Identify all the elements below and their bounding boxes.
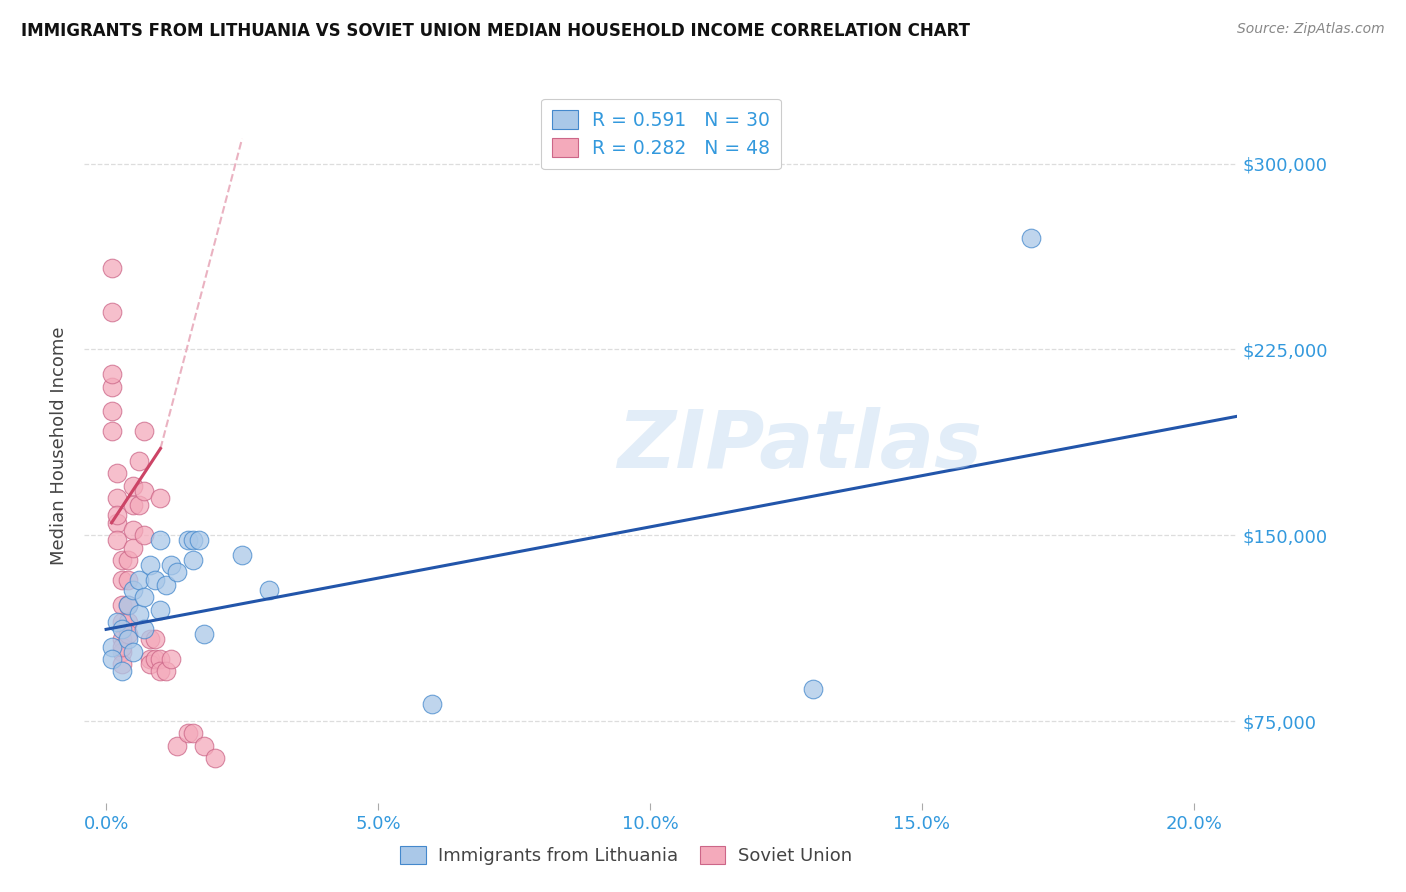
Point: [128, 607, 150, 622]
Text: ZIPatlas: ZIPatlas: [617, 407, 981, 485]
Point: [117, 573, 139, 587]
Point: [100, 367, 122, 381]
Point: [111, 553, 134, 567]
Point: [149, 652, 172, 666]
Point: [143, 632, 166, 647]
Point: [111, 665, 134, 679]
Point: [166, 739, 188, 753]
Point: [111, 640, 134, 654]
Point: [143, 573, 166, 587]
Point: [122, 582, 145, 597]
Point: [801, 681, 824, 696]
Point: [122, 523, 145, 537]
Point: [105, 533, 128, 548]
Point: [149, 491, 172, 505]
Text: IMMIGRANTS FROM LITHUANIA VS SOVIET UNION MEDIAN HOUSEHOLD INCOME CORRELATION CH: IMMIGRANTS FROM LITHUANIA VS SOVIET UNIO…: [21, 22, 970, 40]
Point: [259, 582, 281, 597]
Point: [122, 541, 145, 555]
Point: [111, 598, 134, 612]
Point: [100, 379, 122, 393]
Point: [111, 615, 134, 629]
Point: [100, 305, 122, 319]
Point: [100, 640, 122, 654]
Point: [111, 645, 134, 659]
Point: [111, 573, 134, 587]
Point: [105, 508, 128, 523]
Point: [193, 627, 215, 641]
Point: [138, 657, 160, 671]
Point: [134, 424, 156, 438]
Point: [117, 627, 139, 641]
Point: [176, 726, 198, 740]
Point: [231, 548, 253, 562]
Y-axis label: Median Household Income: Median Household Income: [51, 326, 69, 566]
Point: [117, 598, 139, 612]
Point: [176, 533, 198, 548]
Point: [422, 697, 444, 711]
Legend: Immigrants from Lithuania, Soviet Union: Immigrants from Lithuania, Soviet Union: [389, 835, 863, 876]
Point: [138, 558, 160, 572]
Point: [155, 578, 177, 592]
Point: [149, 533, 172, 548]
Point: [134, 528, 156, 542]
Point: [138, 632, 160, 647]
Point: [149, 602, 172, 616]
Point: [187, 533, 209, 548]
Point: [128, 499, 150, 513]
Point: [117, 632, 139, 647]
Point: [181, 726, 204, 740]
Point: [134, 623, 156, 637]
Point: [105, 467, 128, 481]
Point: [204, 751, 226, 765]
Point: [128, 573, 150, 587]
Point: [143, 652, 166, 666]
Point: [117, 615, 139, 629]
Point: [160, 558, 183, 572]
Point: [181, 553, 204, 567]
Point: [100, 652, 122, 666]
Point: [181, 533, 204, 548]
Point: [1019, 231, 1042, 245]
Point: [134, 483, 156, 498]
Point: [134, 590, 156, 604]
Point: [166, 566, 188, 580]
Point: [111, 623, 134, 637]
Point: [128, 454, 150, 468]
Point: [122, 499, 145, 513]
Point: [100, 404, 122, 418]
Point: [100, 424, 122, 438]
Point: [193, 739, 215, 753]
Point: [111, 632, 134, 647]
Point: [100, 260, 122, 275]
Point: [160, 652, 183, 666]
Point: [105, 491, 128, 505]
Point: [117, 598, 139, 612]
Point: [138, 652, 160, 666]
Text: Source: ZipAtlas.com: Source: ZipAtlas.com: [1237, 22, 1385, 37]
Point: [105, 516, 128, 530]
Point: [149, 665, 172, 679]
Point: [117, 553, 139, 567]
Point: [122, 645, 145, 659]
Point: [155, 665, 177, 679]
Point: [122, 478, 145, 492]
Point: [105, 615, 128, 629]
Point: [111, 657, 134, 671]
